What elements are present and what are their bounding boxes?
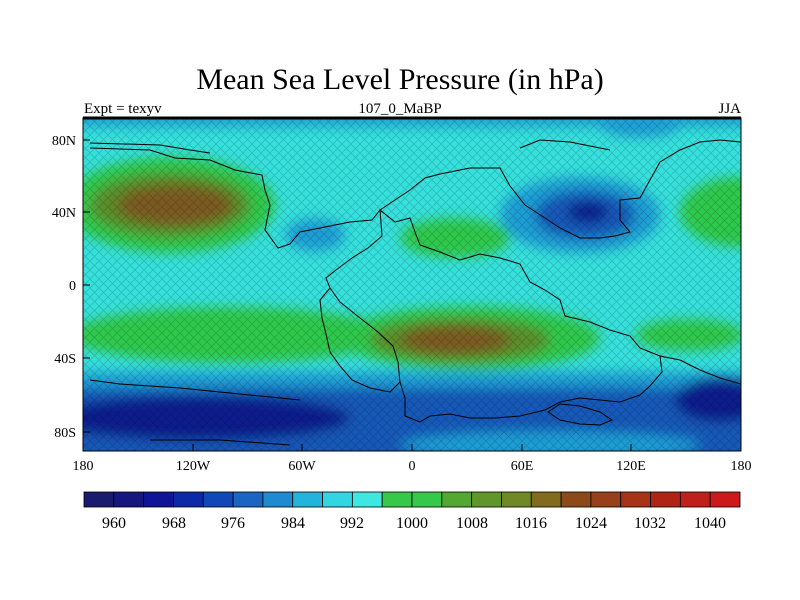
colorbar-label: 992 bbox=[340, 515, 364, 532]
colorbar-box bbox=[381, 491, 413, 508]
significance-hatching bbox=[83, 118, 741, 451]
colorbar-label: 1024 bbox=[575, 515, 607, 532]
colorbar-label: 1032 bbox=[634, 515, 666, 532]
x-tick-label: 60W bbox=[288, 459, 316, 474]
colorbar-box bbox=[679, 491, 711, 508]
colorbar-box bbox=[351, 491, 383, 508]
colorbar-box bbox=[590, 491, 622, 508]
x-tick-label: 60E bbox=[511, 459, 534, 474]
y-tick-label: 80S bbox=[54, 426, 76, 441]
colorbar-box bbox=[530, 491, 562, 508]
colorbar-box bbox=[113, 491, 145, 508]
colorbar-label: 1016 bbox=[515, 515, 547, 532]
colorbar-box bbox=[560, 491, 592, 508]
pressure-field bbox=[83, 118, 741, 451]
x-axis: 180 120W 60W 0 60E 120E 180 bbox=[73, 444, 752, 474]
colorbar-box bbox=[709, 491, 741, 508]
y-tick-label: 0 bbox=[69, 279, 76, 294]
y-tick-label: 40N bbox=[52, 206, 76, 221]
coastlines bbox=[89, 139, 741, 446]
colorbar-box bbox=[501, 491, 532, 508]
colorbar-label: 960 bbox=[102, 515, 126, 532]
x-tick-label: 120E bbox=[616, 459, 646, 474]
y-tick-label: 80N bbox=[52, 134, 76, 149]
x-tick-label: 180 bbox=[73, 459, 94, 474]
colorbar-box bbox=[202, 491, 234, 508]
colorbar-box bbox=[83, 491, 115, 508]
colorbar-box bbox=[292, 491, 323, 508]
colorbar bbox=[83, 491, 741, 508]
age-label: 107_0_MaBP bbox=[358, 101, 442, 117]
colorbar-box bbox=[620, 491, 651, 508]
colorbar-label: 1008 bbox=[456, 515, 488, 532]
experiment-label: Expt = texyv bbox=[84, 101, 162, 117]
colorbar-label: 984 bbox=[281, 515, 305, 532]
colorbar-labels: 960 968 976 984 992 1000 1008 1016 1024 … bbox=[102, 515, 726, 532]
y-tick-label: 40S bbox=[54, 352, 76, 367]
x-tick-label: 180 bbox=[731, 459, 752, 474]
colorbar-box bbox=[143, 491, 174, 508]
colorbar-label: 1000 bbox=[396, 515, 428, 532]
map-title: Mean Sea Level Pressure (in hPa) bbox=[196, 63, 604, 96]
colorbar-box bbox=[173, 491, 204, 508]
colorbar-box bbox=[322, 491, 353, 508]
colorbar-label: 976 bbox=[221, 515, 245, 532]
season-label: JJA bbox=[718, 101, 741, 117]
colorbar-box bbox=[411, 491, 443, 508]
colorbar-box bbox=[471, 491, 502, 508]
x-tick-label: 0 bbox=[409, 459, 416, 474]
colorbar-label: 968 bbox=[162, 515, 186, 532]
colorbar-box bbox=[232, 491, 264, 508]
colorbar-label: 1040 bbox=[694, 515, 726, 532]
colorbar-box bbox=[650, 491, 681, 508]
x-tick-label: 120W bbox=[176, 459, 211, 474]
colorbar-box bbox=[262, 491, 294, 508]
colorbar-box bbox=[441, 491, 473, 508]
y-axis: 80N 40N 0 40S 80S bbox=[52, 134, 90, 441]
